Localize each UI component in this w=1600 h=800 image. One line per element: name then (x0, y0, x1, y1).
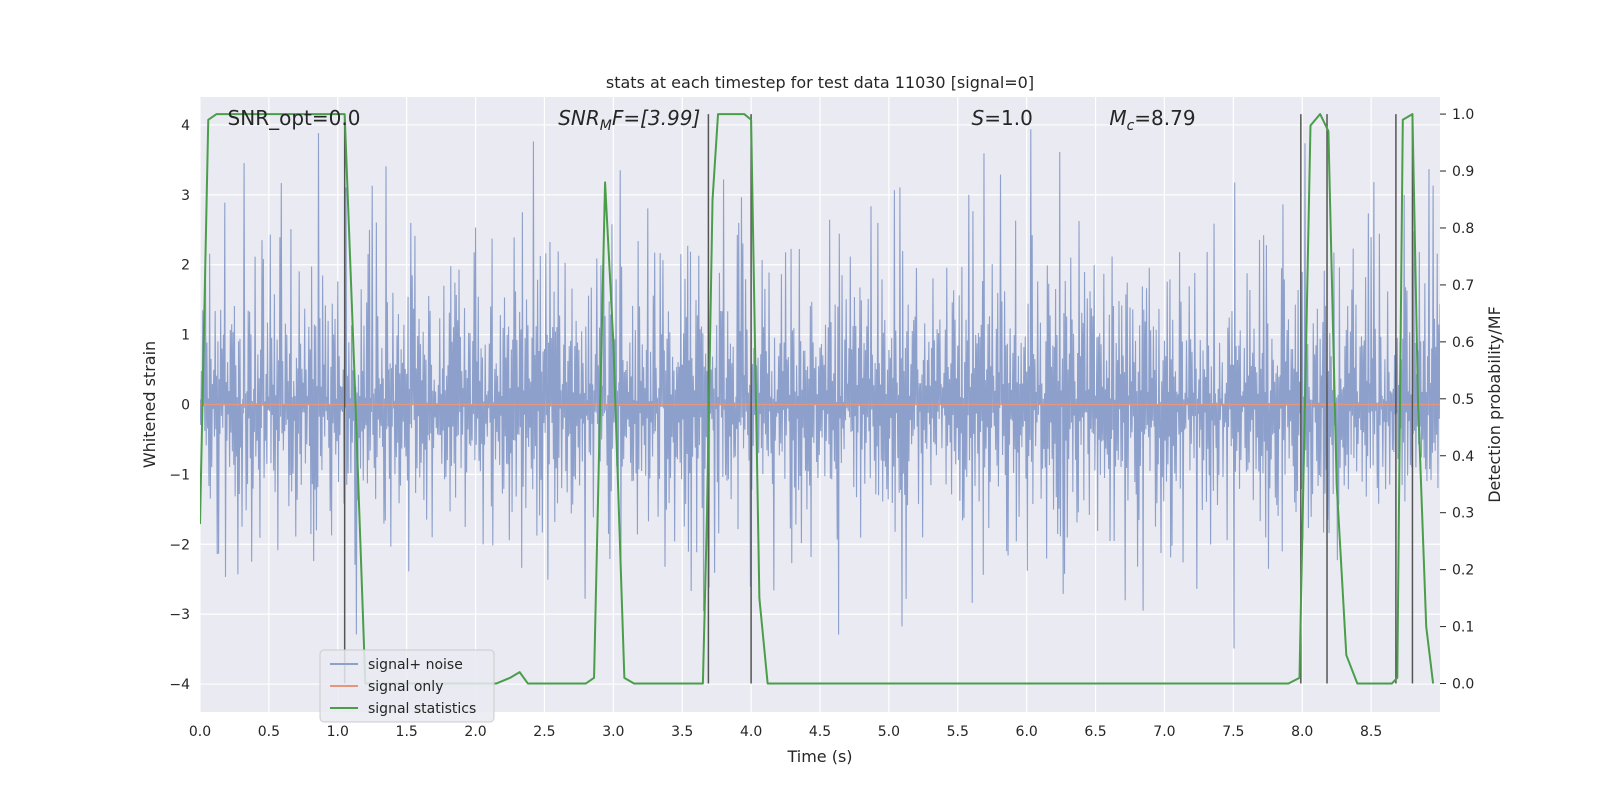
y-tick-label: 3 (181, 188, 190, 204)
annotation-1: SNRMF=[3.99] (558, 106, 700, 134)
right-y-tick-label: 0.0 (1452, 677, 1474, 693)
right-axis-ticks: 0.0 0.1 0.2 0.3 0.4 0.5 0.6 0.7 0.8 0.9 1.0 (1440, 107, 1474, 693)
x-tick-label: 2.5 (533, 724, 555, 740)
x-tick-label: 8.5 (1360, 724, 1382, 740)
y-tick-label: −2 (169, 537, 190, 553)
right-y-tick-label: 1.0 (1452, 107, 1474, 123)
right-y-tick-label: 0.4 (1452, 449, 1474, 465)
x-tick-label: 0.0 (189, 724, 211, 740)
right-y-tick-label: 0.3 (1452, 506, 1474, 522)
annotations: SNR_opt=0.0 SNRMF=[3.99] S=1.0 Mc=8.79 (228, 106, 1196, 134)
x-axis-ticks: 0.0 0.5 1.0 1.5 2.0 2.5 3.0 3.5 4.0 4.5 5.0 5.5 6.0 6… (189, 724, 1382, 740)
right-y-tick-label: 0.2 (1452, 563, 1474, 579)
legend: signal+ noise signal only signal statistic… (319, 649, 495, 723)
x-tick-label: 4.0 (740, 724, 762, 740)
x-tick-label: 2.0 (464, 724, 486, 740)
right-y-tick-label: 0.8 (1452, 221, 1474, 237)
right-y-tick-label: 0.5 (1452, 392, 1474, 408)
left-axis-ticks: −4 −3 −2 −1 0 1 2 3 4 (169, 118, 190, 693)
x-tick-label: 6.0 (1016, 724, 1038, 740)
y-axis-label: Whitened strain (140, 341, 159, 468)
x-tick-label: 1.5 (396, 724, 418, 740)
x-tick-label: 1.0 (327, 724, 349, 740)
right-y-axis-label: Detection probability/MF (1485, 306, 1504, 503)
x-axis-label: Time (s) (786, 747, 852, 766)
right-y-tick-label: 0.1 (1452, 620, 1474, 636)
legend-label: signal only (368, 679, 443, 695)
legend-label: signal statistics (368, 701, 476, 717)
x-tick-label: 3.5 (671, 724, 693, 740)
x-tick-label: 7.0 (1153, 724, 1175, 740)
x-tick-label: 5.0 (878, 724, 900, 740)
y-tick-label: −4 (169, 677, 190, 693)
right-y-tick-label: 0.9 (1452, 164, 1474, 180)
y-tick-label: −1 (169, 467, 190, 483)
chart-title: stats at each timestep for test data 110… (606, 73, 1034, 92)
legend-box (319, 649, 495, 723)
x-tick-label: 0.5 (258, 724, 280, 740)
annotation-2: S=1.0 (972, 106, 1033, 130)
right-y-tick-label: 0.6 (1452, 335, 1474, 351)
y-tick-label: −3 (169, 607, 190, 623)
annotation-3: Mc=8.79 (1109, 106, 1195, 134)
right-y-tick-label: 0.7 (1452, 278, 1474, 294)
x-tick-label: 4.5 (809, 724, 831, 740)
legend-label: signal+ noise (368, 657, 463, 673)
series-signal-noise-line (200, 129, 1440, 649)
x-tick-label: 8.0 (1291, 724, 1313, 740)
x-tick-label: 6.5 (1084, 724, 1106, 740)
x-tick-label: 5.5 (947, 724, 969, 740)
y-tick-label: 1 (181, 328, 190, 344)
y-tick-label: 2 (181, 258, 190, 274)
y-tick-label: 0 (181, 398, 190, 414)
x-tick-label: 7.5 (1222, 724, 1244, 740)
x-tick-label: 3.0 (602, 724, 624, 740)
annotation-0: SNR_opt=0.0 (228, 106, 361, 130)
y-tick-label: 4 (181, 118, 190, 134)
